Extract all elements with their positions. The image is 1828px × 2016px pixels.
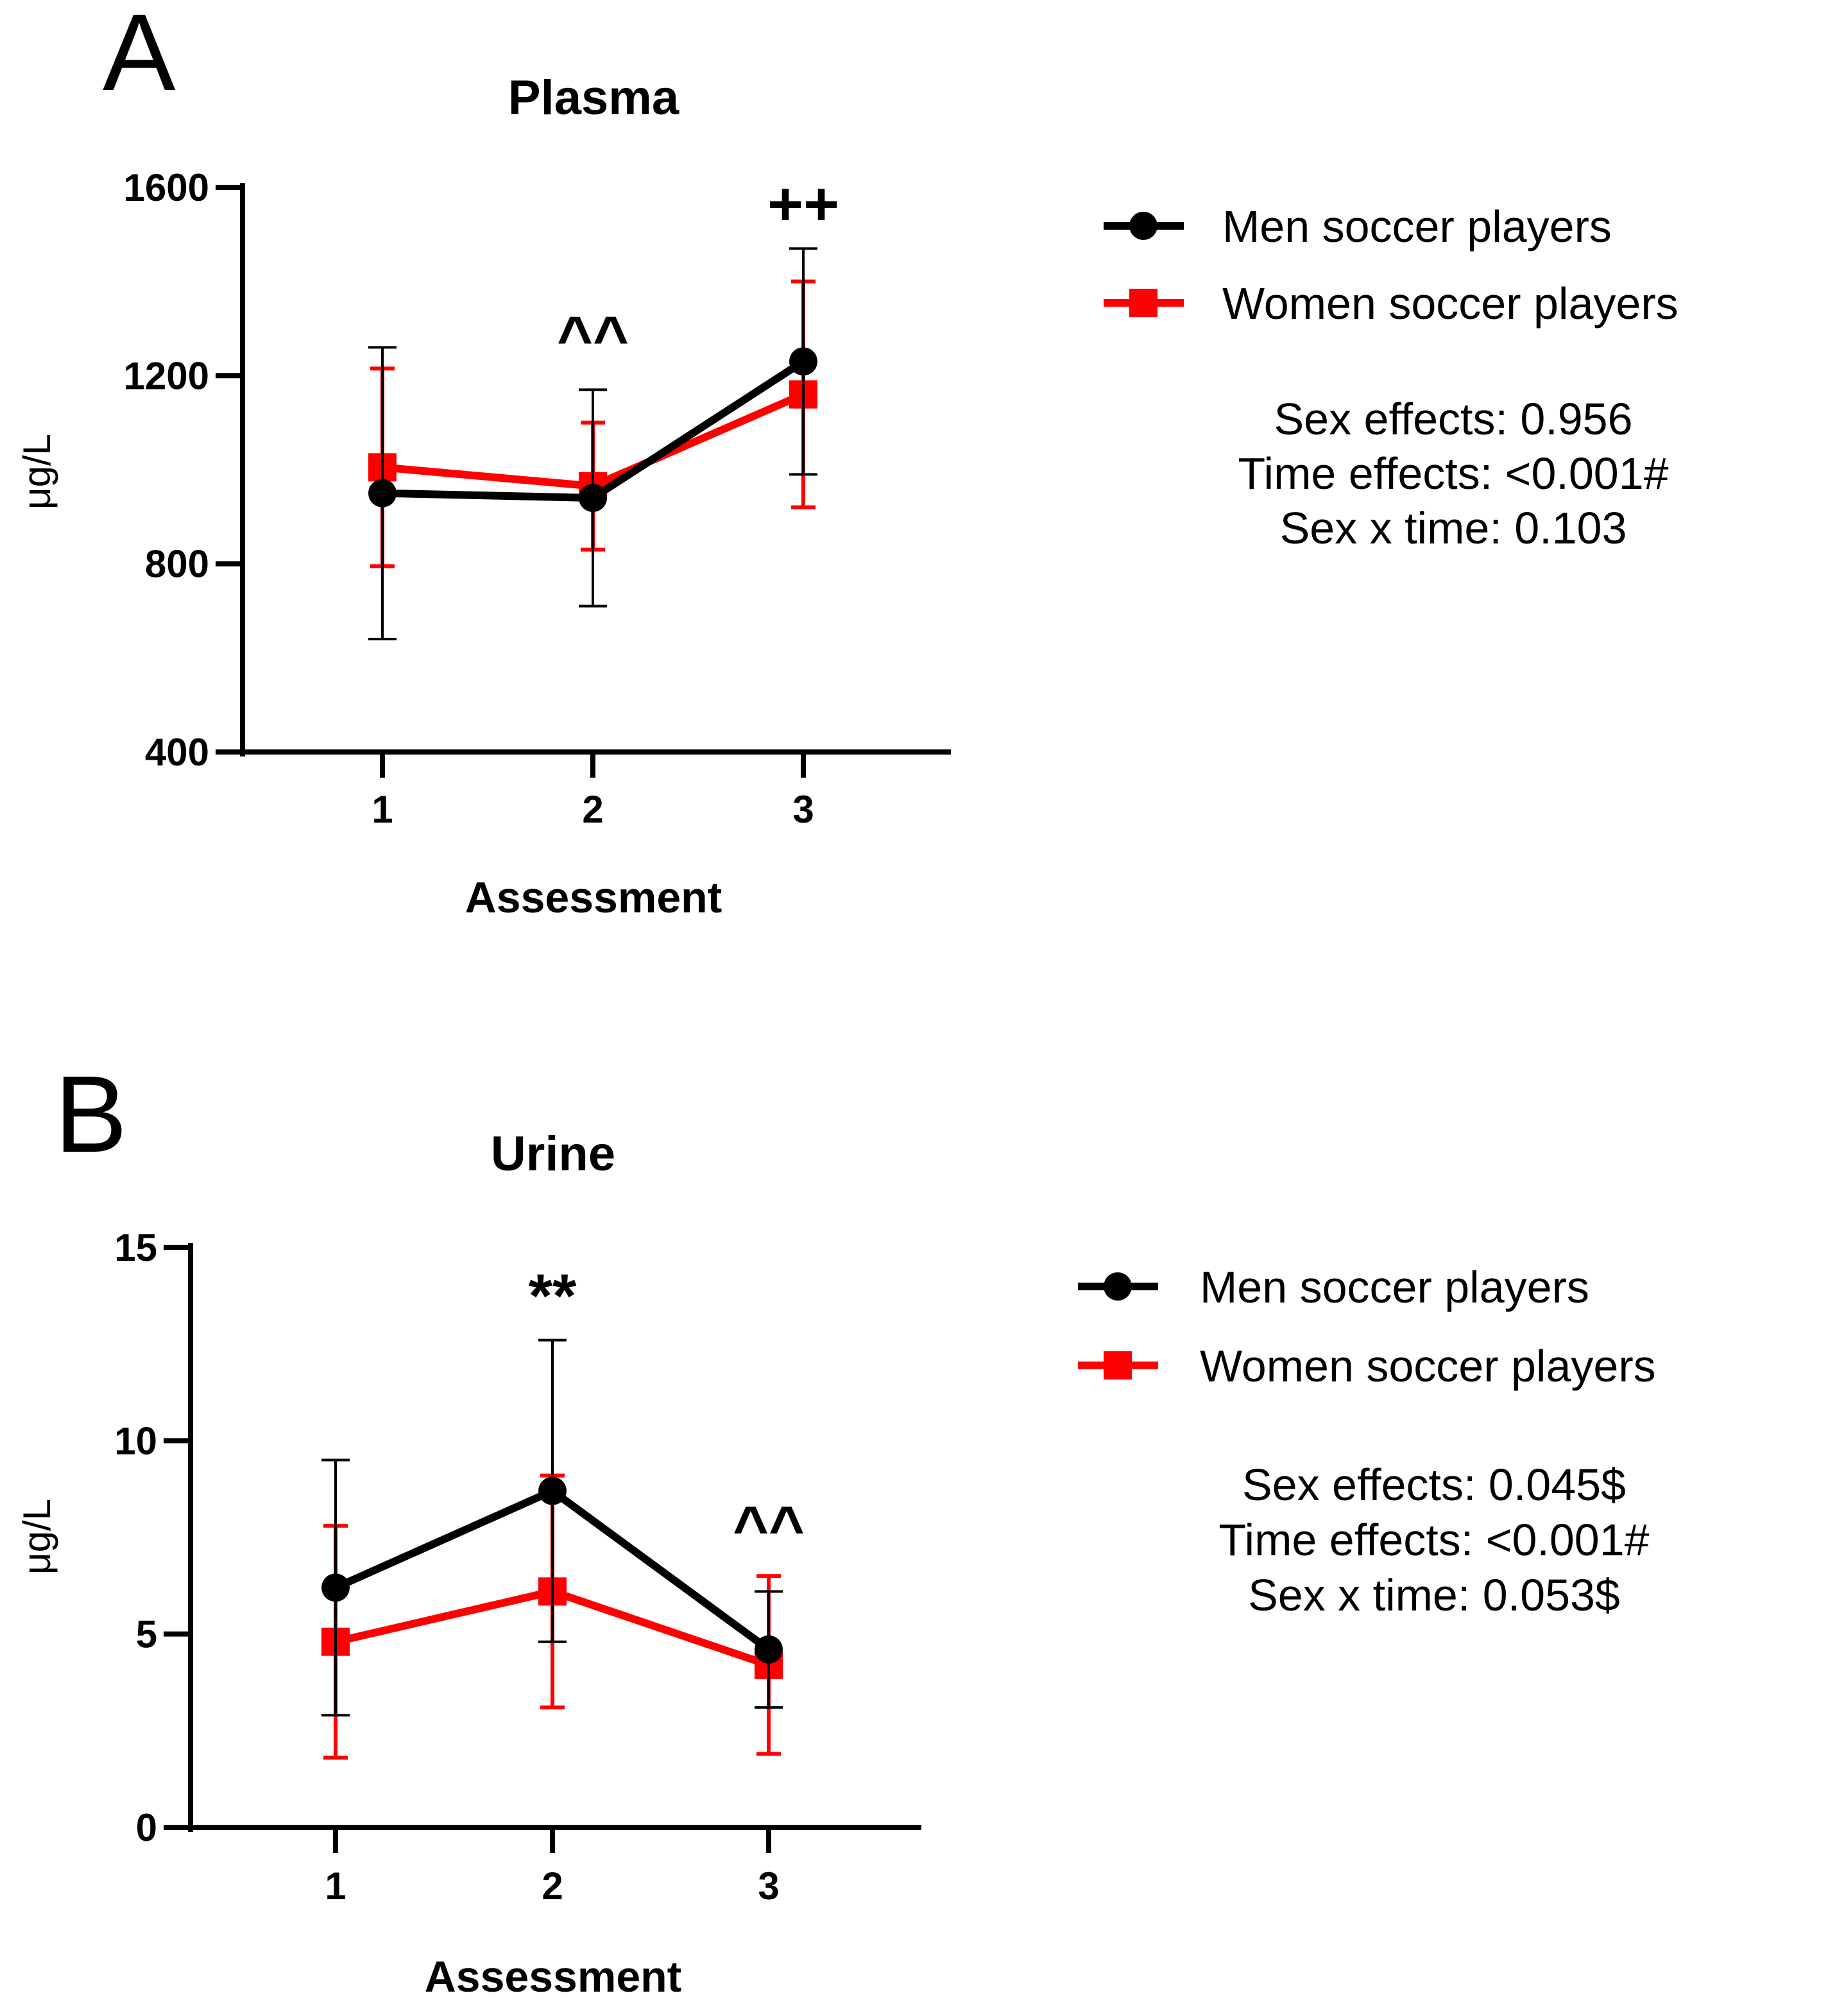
- y-tick-label-a-800: 800: [145, 543, 209, 586]
- legend-label-women-a: Women soccer players: [1222, 278, 1679, 329]
- x-tick-label-a-1: 1: [372, 788, 393, 831]
- chart-title-urine: Urine: [491, 1127, 615, 1181]
- x-tick-label-a-3: 3: [792, 788, 814, 831]
- stat-sex-effects-b: Sex effects: 0.045$: [1242, 1460, 1626, 1510]
- y-tick-label-b-15: 15: [114, 1226, 157, 1269]
- y-axis-label-a: μg/L: [15, 434, 58, 509]
- y-tick-label-a-1200: 1200: [124, 354, 209, 397]
- x-tick-label-b-2: 2: [542, 1865, 563, 1908]
- legend-label-women-b: Women soccer players: [1200, 1341, 1656, 1391]
- stat-time-effects-b: Time effects: <0.001#: [1218, 1515, 1649, 1565]
- panel-b: B Urine μg/L Assessment 0 5 10 15 1 2 3 ** ^^ Me…: [15, 1054, 1656, 2001]
- legend-marker-men-a: [1129, 212, 1157, 240]
- panel-letter-b: B: [55, 1054, 127, 1175]
- x-axis-title-b: Assessment: [425, 1952, 682, 2001]
- x-axis-title-a: Assessment: [465, 873, 722, 922]
- point-men-a-3: [789, 347, 817, 376]
- significance-marker-a-1: ^^: [557, 304, 629, 373]
- y-tick-label-b-10: 10: [114, 1419, 157, 1462]
- legend-label-men-a: Men soccer players: [1222, 201, 1612, 252]
- point-men-b-3: [755, 1635, 783, 1664]
- legend-item-women-a: Women soccer players: [1104, 278, 1679, 329]
- significance-marker-b-1: **: [529, 1261, 577, 1330]
- stats-b: Sex effects: 0.045$ Time effects: <0.001…: [1218, 1460, 1649, 1620]
- significance-marker-b-2: ^^: [733, 1494, 805, 1562]
- stat-sex-effects-a: Sex effects: 0.956: [1274, 394, 1632, 444]
- x-tick-label-b-3: 3: [758, 1865, 779, 1908]
- legend-a: Men soccer players Women soccer players: [1104, 201, 1679, 329]
- plot-area-b: 0 5 10 15 1 2 3 ** ^^: [114, 1226, 921, 1908]
- legend-marker-women-a: [1129, 289, 1157, 317]
- legend-item-men-a: Men soccer players: [1104, 201, 1612, 252]
- stat-sex-x-time-a: Sex x time: 0.103: [1280, 503, 1627, 553]
- stat-time-effects-a: Time effects: <0.001#: [1238, 448, 1668, 499]
- point-men-a-2: [579, 484, 607, 512]
- y-tick-label-a-1600: 1600: [124, 166, 209, 209]
- y-axis-label-b: μg/L: [15, 1499, 58, 1575]
- legend-marker-men-b: [1104, 1272, 1132, 1301]
- panel-letter-a: A: [103, 0, 176, 114]
- stats-a: Sex effects: 0.956 Time effects: <0.001#…: [1238, 394, 1668, 553]
- plot-area-a: 400 800 1200 1600 1 2 3 ^^ ++: [124, 166, 951, 831]
- legend-marker-women-b: [1104, 1351, 1132, 1380]
- x-tick-label-b-1: 1: [325, 1865, 346, 1908]
- legend-label-men-b: Men soccer players: [1200, 1262, 1589, 1312]
- panel-a: A Plasma μg/L Assessment 400 800 1200 1600 1…: [15, 0, 1679, 922]
- point-men-b-1: [321, 1573, 350, 1602]
- chart-title-plasma: Plasma: [508, 71, 679, 125]
- y-tick-label-a-400: 400: [145, 731, 209, 774]
- legend-item-men-b: Men soccer players: [1078, 1262, 1589, 1312]
- legend-item-women-b: Women soccer players: [1078, 1341, 1656, 1391]
- legend-b: Men soccer players Women soccer players: [1078, 1262, 1656, 1391]
- point-men-b-2: [538, 1476, 567, 1505]
- y-tick-label-b-5: 5: [136, 1613, 157, 1656]
- x-tick-label-a-2: 2: [582, 788, 603, 831]
- significance-marker-a-2: ++: [767, 170, 839, 239]
- stat-sex-x-time-b: Sex x time: 0.053$: [1248, 1570, 1620, 1620]
- y-tick-label-b-0: 0: [136, 1806, 157, 1849]
- point-men-a-1: [368, 479, 397, 508]
